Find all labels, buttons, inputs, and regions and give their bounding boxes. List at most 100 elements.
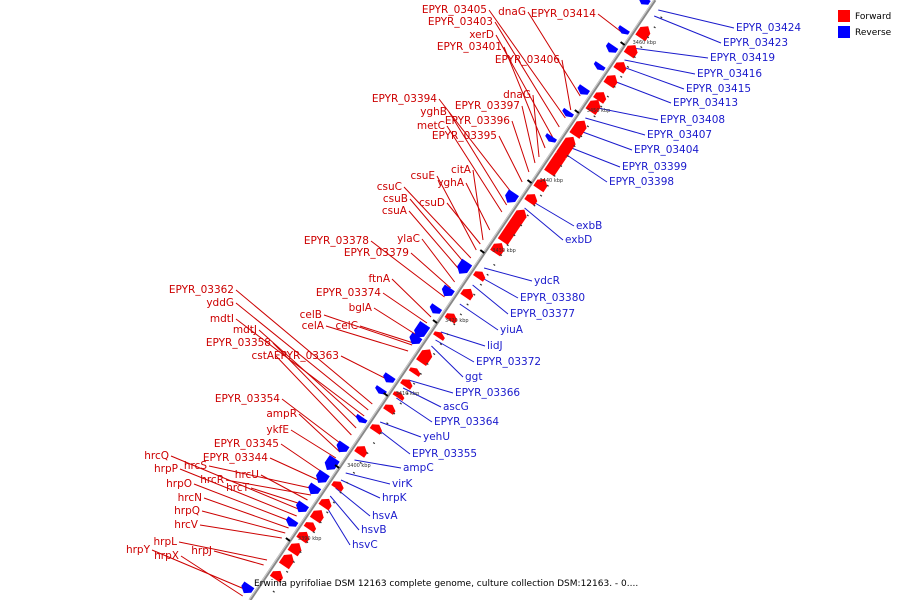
reverse-gene-label: hsvA	[372, 510, 398, 522]
minor-tick	[299, 550, 302, 554]
forward-connector-4	[527, 11, 581, 97]
reverse-gene-label: EPYR_03380	[520, 292, 585, 304]
reverse-gene-14	[375, 385, 387, 395]
reverse-gene-8	[457, 258, 473, 274]
forward-gene-label: mdtJ	[233, 324, 257, 336]
kbp-ticks: 3390 kbp 3400 kbp 3410 kbp 3420 kbp 3430 kbp…	[272, 16, 663, 593]
minor-tick	[386, 422, 389, 425]
reverse-gene-9	[441, 284, 455, 297]
reverse-connector-7	[585, 117, 646, 136]
minor-tick	[346, 481, 349, 484]
forward-connector-53	[151, 549, 247, 591]
minor-tick	[432, 352, 436, 356]
kbp-tick-label: 3420 kbp	[445, 318, 469, 324]
forward-connector-44	[179, 468, 297, 517]
minor-tick	[506, 244, 509, 247]
reverse-gene-label: ascG	[443, 401, 469, 413]
forward-connector-1	[494, 21, 560, 128]
minor-tick	[513, 234, 516, 237]
forward-gene-label: EPYR_03406	[495, 54, 560, 66]
forward-connector-25	[382, 292, 428, 324]
reverse-gene-label: ggt	[465, 371, 482, 383]
forward-gene-label: EPYR_03358	[206, 337, 271, 349]
reverse-gene-label: ampC	[403, 462, 434, 474]
forward-connector-3	[503, 46, 546, 149]
forward-gene-22	[383, 404, 396, 415]
minor-tick	[600, 105, 603, 108]
kbp-tick-label: 3410 kbp	[396, 391, 420, 397]
minor-tick	[392, 412, 396, 415]
forward-connector-55	[213, 550, 264, 566]
genome-caption: Erwinia pyrifoliae DSM 12163 complete ge…	[254, 579, 639, 589]
minor-tick	[646, 36, 650, 39]
forward-gene-label: hrcT	[226, 482, 250, 494]
forward-connector-28	[235, 302, 369, 411]
legend-forward-swatch	[838, 10, 850, 22]
reverse-gene-label: EPYR_03366	[455, 387, 520, 399]
major-tick	[334, 464, 340, 469]
forward-gene-label: dnaG	[503, 89, 531, 101]
reverse-gene-label: ydcR	[534, 275, 560, 287]
reverse-gene-7	[505, 189, 519, 203]
forward-gene-12	[497, 218, 521, 245]
minor-tick	[366, 451, 369, 455]
forward-connector-13	[498, 135, 523, 183]
forward-gene-label: csuD	[419, 197, 445, 209]
legend-reverse-swatch	[838, 26, 850, 38]
reverse-gene-label: EPYR_03408	[660, 114, 725, 126]
forward-gene-label: ftnA	[369, 273, 391, 285]
forward-gene-label: citA	[451, 164, 472, 176]
minor-tick	[640, 46, 643, 49]
forward-gene-10	[524, 194, 538, 206]
major-tick	[619, 41, 626, 46]
forward-connector-33	[258, 329, 362, 422]
forward-gene-23	[369, 424, 383, 435]
minor-tick	[653, 26, 656, 29]
forward-gene-29	[296, 531, 310, 544]
minor-tick	[559, 164, 563, 167]
reverse-connector-15	[472, 284, 509, 315]
forward-connector-32	[359, 325, 414, 344]
forward-gene-label: EPYR_03378	[304, 235, 369, 247]
forward-gene-3	[603, 75, 618, 89]
minor-tick	[326, 511, 329, 514]
forward-gene-25	[331, 481, 344, 492]
reverse-gene-label: yehU	[423, 431, 450, 443]
minor-tick	[546, 184, 549, 187]
reverse-gene-13	[383, 372, 396, 383]
forward-gene-label: cstA	[251, 350, 274, 362]
forward-connector-48	[250, 487, 305, 506]
reverse-connector-1	[654, 15, 722, 44]
forward-gene-18	[416, 349, 433, 366]
minor-tick	[419, 372, 422, 375]
reverse-gene-label: EPYR_03399	[622, 161, 687, 173]
reverse-gene-label: yiuA	[500, 324, 524, 336]
forward-gene-label: celB	[300, 309, 322, 321]
forward-gene-label: csuC	[377, 181, 402, 193]
forward-gene-label: yddG	[206, 297, 234, 309]
forward-connector-52	[178, 541, 268, 561]
minor-tick	[486, 273, 489, 276]
reverse-connector-12	[524, 207, 564, 241]
forward-gene-label: EPYR_03362	[169, 284, 234, 296]
minor-tick	[593, 115, 596, 118]
reverse-connector-29	[329, 495, 360, 531]
forward-connector-22	[421, 238, 456, 283]
reverse-gene-label: exbB	[576, 220, 602, 232]
forward-connector-43	[208, 465, 316, 490]
forward-connector-54	[180, 555, 243, 597]
reverse-connector-3	[624, 59, 696, 75]
forward-gene-label: EPYR_03374	[316, 287, 381, 299]
forward-gene-label: yghB	[420, 106, 447, 118]
reverse-gene-18	[316, 469, 330, 483]
forward-gene-24	[354, 446, 368, 458]
forward-gene-label: hrcS	[184, 460, 208, 472]
forward-gene-label: mdtI	[210, 313, 234, 325]
minor-tick	[412, 382, 416, 385]
forward-connector-19	[446, 202, 481, 245]
forward-connector-12	[511, 120, 530, 173]
major-tick	[383, 392, 389, 397]
major-tick	[285, 537, 291, 542]
forward-gene-label: hrcV	[174, 519, 199, 531]
